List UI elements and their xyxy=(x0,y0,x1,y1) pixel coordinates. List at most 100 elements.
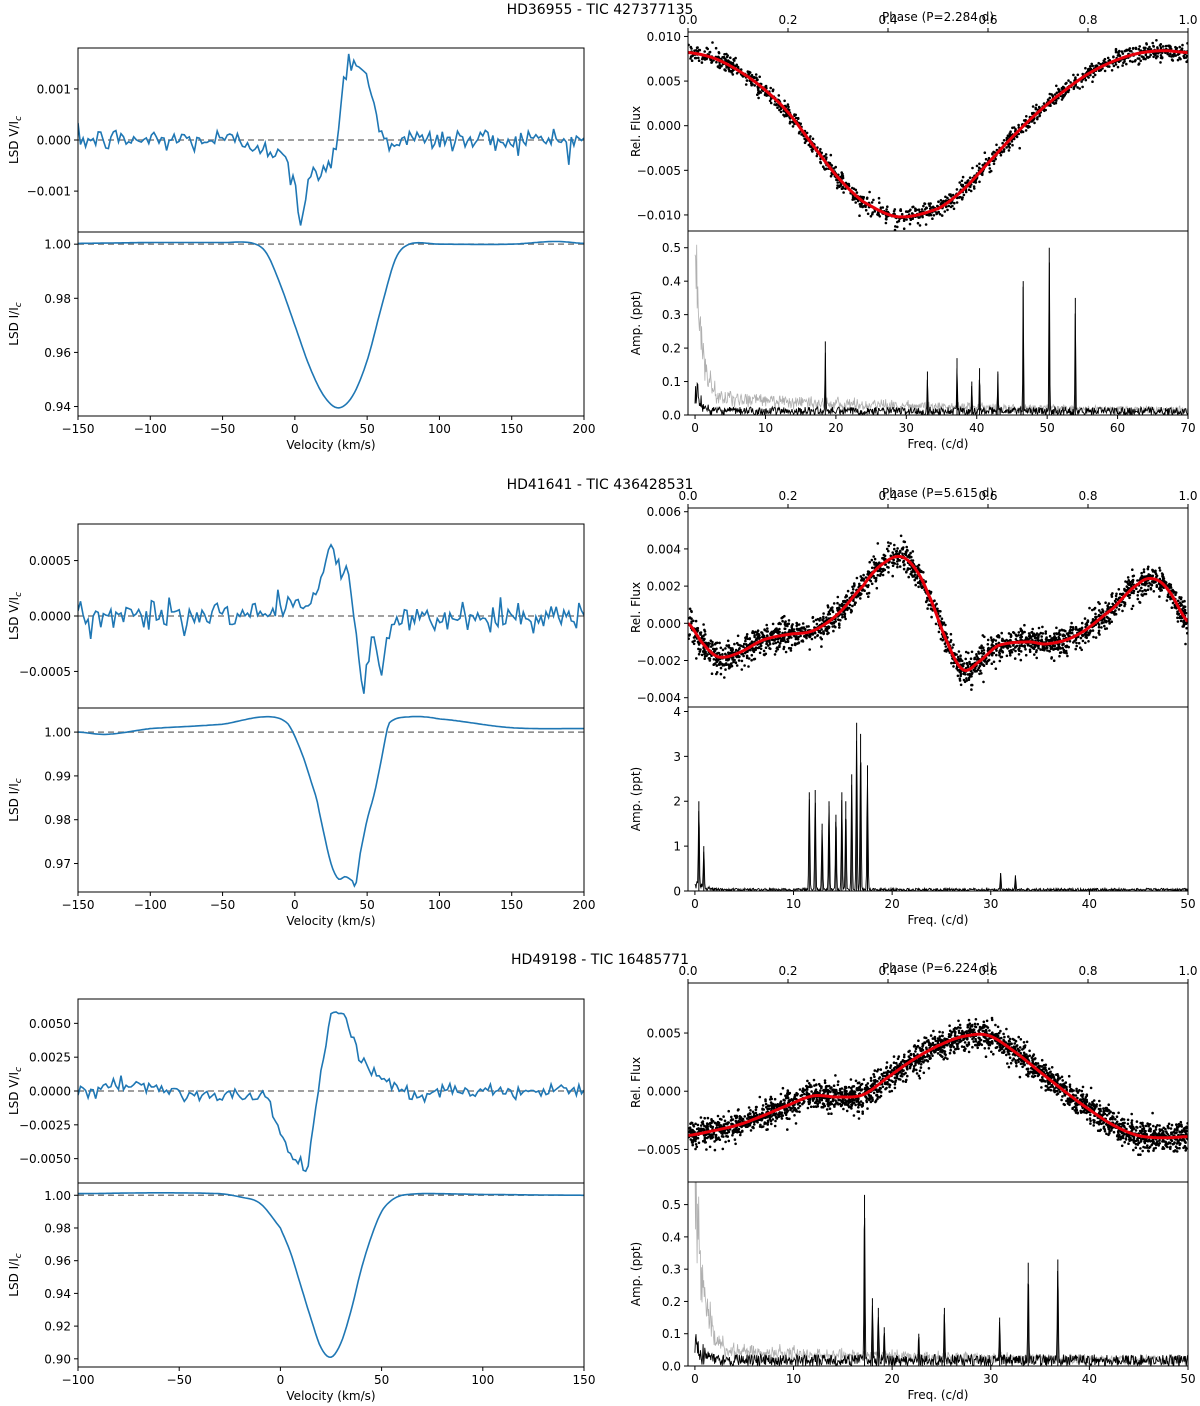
phase-tick-label: 0.8 xyxy=(1078,489,1097,503)
x-tick-label: −50 xyxy=(210,898,235,912)
plot-marks xyxy=(688,1016,1188,1156)
chart-periodogram-2: 0.0 0.1 0.2 0.3 0.4 0.5 Amp. (ppt) 0 10 20 30 40 50 F… xyxy=(629,1181,1196,1402)
y-axis-label: Amp. (ppt) xyxy=(629,767,643,831)
y-tick-label: 0.002 xyxy=(647,580,681,594)
phase-tick-label: 0.8 xyxy=(1078,13,1097,27)
x-tick-label: 70 xyxy=(1180,421,1195,435)
y-tick-label: 0.000 xyxy=(647,1085,681,1099)
x-axis-label: Velocity (km/s) xyxy=(286,914,375,928)
phase-tick-label: 1.0 xyxy=(1178,964,1197,978)
chart-light_curve-1: −0.004 −0.002 0.000 0.002 0.004 0.006 Rel. Flu… xyxy=(629,489,1198,708)
axes-frame xyxy=(77,707,585,893)
y-tick-label: 0.000 xyxy=(37,134,71,148)
y-tick-label: 0.004 xyxy=(647,542,681,556)
plot-marks xyxy=(78,715,584,888)
x-tick-label: 0 xyxy=(291,422,299,436)
y-tick-label: 0.98 xyxy=(44,813,71,827)
y-axis-label: LSD I/Ic xyxy=(7,778,24,821)
y-tick-label: −0.002 xyxy=(637,654,681,668)
y-tick-label: 0.0050 xyxy=(29,1017,71,1031)
y-tick-label: 0.98 xyxy=(44,1221,71,1235)
plot-marks xyxy=(688,534,1188,691)
y-axis-label: Amp. (ppt) xyxy=(629,291,643,355)
y-tick-label: 0.000 xyxy=(647,119,681,133)
x-tick-label: 50 xyxy=(360,422,375,436)
y-tick-label: −0.0005 xyxy=(19,665,71,679)
residual-spectrum xyxy=(694,244,1188,415)
x-tick-label: 10 xyxy=(758,421,773,435)
x-tick-label: 100 xyxy=(428,422,451,436)
y-tick-label: 0.1 xyxy=(662,1327,681,1341)
y-axis-label: LSD I/Ic xyxy=(7,1253,24,1296)
y-axis-label: LSD V/Ic xyxy=(7,1067,24,1115)
y-tick-label: 0.001 xyxy=(37,82,71,96)
chart-stokes_i-1: 0.97 0.98 0.99 1.00 LSD I/Ic −150 −100 −50 0 50 10… xyxy=(7,707,595,928)
y-axis-label: Rel. Flux xyxy=(629,1057,643,1108)
y-tick-label: 0.010 xyxy=(647,30,681,44)
y-tick-label: 0.3 xyxy=(662,308,681,322)
y-tick-label: 0.4 xyxy=(662,1230,681,1244)
y-axis-label: Rel. Flux xyxy=(629,106,643,157)
y-tick-label: 1 xyxy=(673,840,681,854)
y-tick-label: 2 xyxy=(673,795,681,809)
plot-marks xyxy=(78,53,584,226)
y-axis-label: LSD V/Ic xyxy=(7,116,24,164)
row-title-0: HD36955 - TIC 427377135 xyxy=(507,2,694,18)
x-tick-label: 50 xyxy=(360,898,375,912)
y-tick-label: 0.94 xyxy=(44,400,71,414)
y-tick-label: 0.1 xyxy=(662,375,681,389)
y-tick-label: 1.00 xyxy=(44,1189,71,1203)
y-tick-label: −0.0050 xyxy=(19,1152,71,1166)
phase-tick-label: 0.0 xyxy=(678,964,697,978)
plot-marks xyxy=(694,1182,1188,1366)
y-tick-label: 0.99 xyxy=(44,769,71,783)
x-axis-label: Freq. (c/d) xyxy=(908,437,969,451)
model-curve xyxy=(688,554,1188,673)
lsd-profile-line xyxy=(78,1192,584,1359)
x-tick-label: 40 xyxy=(1082,897,1097,911)
x-tick-label: 200 xyxy=(573,422,596,436)
x-tick-label: 150 xyxy=(573,1373,596,1387)
x-tick-label: 20 xyxy=(885,1372,900,1386)
x-tick-label: 0 xyxy=(691,421,699,435)
phase-tick-label: 1.0 xyxy=(1178,489,1197,503)
y-tick-label: 0.98 xyxy=(44,292,71,306)
plot-marks xyxy=(694,722,1188,891)
axes-frame xyxy=(687,1181,1189,1367)
y-axis-label: Rel. Flux xyxy=(629,582,643,633)
y-tick-label: 0.5 xyxy=(662,241,681,255)
x-tick-label: 0 xyxy=(691,897,699,911)
chart-stokes_v-0: −0.001 0.000 0.001 LSD V/Ic xyxy=(7,47,585,233)
x-tick-label: −50 xyxy=(210,422,235,436)
y-tick-label: −0.005 xyxy=(637,164,681,178)
y-axis-label: LSD I/Ic xyxy=(7,302,24,345)
flux-points xyxy=(688,1016,1188,1156)
phase-tick-label: 0.4 xyxy=(878,964,897,978)
y-tick-label: 0.97 xyxy=(44,857,71,871)
plot-marks xyxy=(688,39,1188,231)
y-tick-label: 3 xyxy=(673,750,681,764)
phase-tick-label: 0.0 xyxy=(678,489,697,503)
y-tick-label: 0.2 xyxy=(662,342,681,356)
x-tick-label: 20 xyxy=(828,421,843,435)
residual-spectrum xyxy=(694,1182,1188,1366)
lsd-profile-line xyxy=(78,240,584,409)
phase-tick-label: 0.4 xyxy=(878,13,897,27)
y-tick-label: 0.005 xyxy=(647,75,681,89)
x-tick-label: 40 xyxy=(969,421,984,435)
x-tick-label: −50 xyxy=(167,1373,192,1387)
x-tick-label: 30 xyxy=(899,421,914,435)
lsd-profile-line xyxy=(78,543,584,694)
phase-tick-label: 0.2 xyxy=(778,489,797,503)
x-axis-label: Freq. (c/d) xyxy=(908,1388,969,1402)
axes-frame xyxy=(77,231,585,417)
x-tick-label: −100 xyxy=(134,422,167,436)
chart-stokes_v-2: −0.0050 −0.0025 0.0000 0.0025 0.0050 LSD V/Ic xyxy=(7,998,585,1184)
x-tick-label: 150 xyxy=(500,422,523,436)
x-tick-label: 10 xyxy=(786,897,801,911)
y-tick-label: 0.92 xyxy=(44,1320,71,1334)
lsd-profile-line xyxy=(78,715,584,888)
row-title-1: HD41641 - TIC 436428531 xyxy=(507,477,694,493)
x-tick-label: 10 xyxy=(786,1372,801,1386)
